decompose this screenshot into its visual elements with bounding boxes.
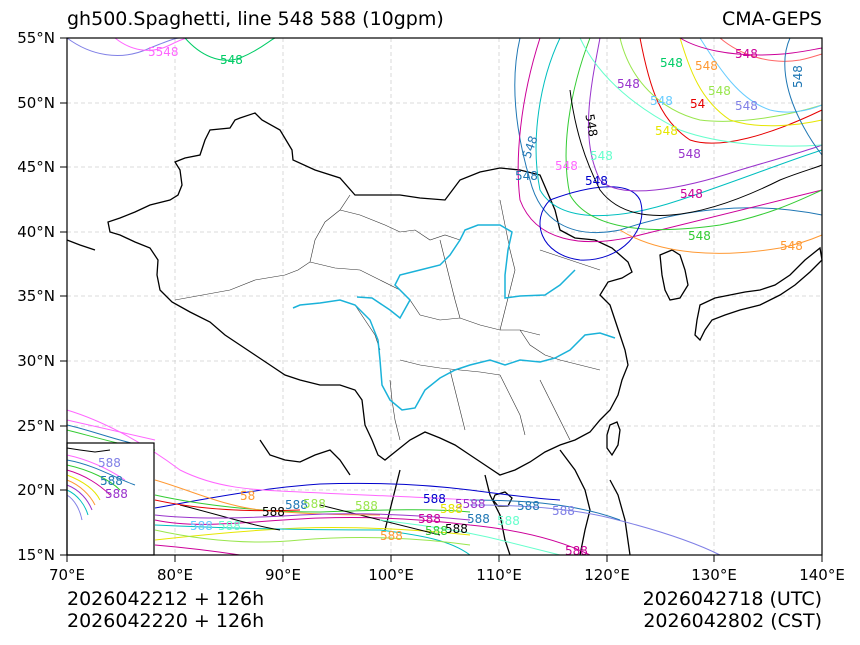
svg-text:5588: 5588	[455, 497, 486, 511]
svg-text:54: 54	[690, 97, 705, 111]
svg-text:588: 588	[497, 514, 520, 528]
svg-text:548: 548	[650, 94, 673, 108]
svg-text:548: 548	[791, 65, 805, 88]
svg-text:548: 548	[590, 149, 613, 163]
svg-text:548: 548	[520, 134, 541, 160]
rivers	[292, 224, 616, 411]
svg-text:588: 588	[355, 499, 378, 513]
svg-text:548: 548	[582, 113, 600, 138]
svg-text:588: 588	[552, 504, 575, 518]
y-tick-55n: 55°N	[17, 29, 55, 47]
x-tick-90e: 90°E	[264, 566, 302, 584]
svg-text:588: 588	[380, 529, 403, 543]
init-time-2: 2026042220 + 126h	[67, 610, 265, 632]
contour-labels-548: 5548 548 548 548 548 548 548 54 548 548 …	[148, 45, 805, 253]
svg-text:588: 588	[105, 487, 128, 501]
init-times: 2026042212 + 126h 2026042220 + 126h	[67, 588, 264, 632]
y-tick-15n: 15°N	[17, 546, 55, 564]
province-boundaries	[174, 194, 601, 441]
x-tick-120e: 120°E	[584, 566, 630, 584]
y-tick-30n: 30°N	[17, 352, 55, 370]
contours-548	[66, 37, 823, 261]
svg-text:548: 548	[680, 187, 703, 201]
plot-frame	[66, 37, 823, 556]
svg-text:588: 588	[517, 499, 540, 513]
china-outline	[66, 112, 823, 556]
svg-text:588: 588	[285, 498, 308, 512]
x-tick-80e: 80°E	[156, 566, 194, 584]
y-tick-45n: 45°N	[17, 158, 55, 176]
gridlines	[67, 38, 822, 555]
svg-text:548: 548	[655, 124, 678, 138]
svg-text:5548: 5548	[148, 45, 179, 59]
svg-text:548: 548	[678, 147, 701, 161]
svg-text:588: 588	[218, 519, 241, 533]
model-name: CMA-GEPS	[721, 8, 822, 30]
valid-time-utc: 2026042718 (UTC)	[642, 588, 822, 610]
svg-text:58: 58	[240, 489, 255, 503]
svg-text:588: 588	[425, 524, 448, 538]
svg-text:588: 588	[467, 512, 490, 526]
svg-text:548: 548	[735, 47, 758, 61]
x-tick-110e: 110°E	[476, 566, 522, 584]
x-tick-130e: 130°E	[691, 566, 737, 584]
svg-text:548: 548	[585, 174, 608, 188]
svg-text:548: 548	[695, 59, 718, 73]
svg-text:548: 548	[515, 169, 538, 183]
y-tick-50n: 50°N	[17, 94, 55, 112]
valid-times: 2026042718 (UTC) 2026042802 (CST)	[643, 588, 822, 632]
svg-text:548: 548	[708, 84, 731, 98]
init-time-1: 2026042212 + 126h	[67, 588, 265, 610]
svg-text:588: 588	[303, 497, 326, 511]
svg-text:588: 588	[440, 502, 463, 516]
y-tick-25n: 25°N	[17, 417, 55, 435]
svg-text:548: 548	[220, 53, 243, 67]
svg-text:548: 548	[617, 77, 640, 91]
y-tick-35n: 35°N	[17, 287, 55, 305]
svg-text:588: 588	[190, 519, 213, 533]
y-tick-40n: 40°N	[17, 223, 55, 241]
valid-time-cst: 2026042802 (CST)	[643, 610, 822, 632]
x-tick-140e: 140°E	[799, 566, 845, 584]
svg-text:548: 548	[555, 159, 578, 173]
svg-text:548: 548	[780, 239, 803, 253]
svg-text:548: 548	[735, 99, 758, 113]
contour-labels-588: 588 588 588 588 588 588 58 588 588 588 5…	[98, 456, 588, 558]
svg-text:588: 588	[262, 505, 285, 519]
svg-text:588: 588	[98, 456, 121, 470]
svg-text:588: 588	[100, 474, 123, 488]
svg-text:588: 588	[423, 492, 446, 506]
svg-text:548: 548	[688, 229, 711, 243]
chart-title: gh500.Spaghetti, line 548 588 (10gpm)	[67, 8, 444, 30]
svg-text:588: 588	[445, 522, 468, 536]
svg-text:548: 548	[660, 56, 683, 70]
x-tick-100e: 100°E	[368, 566, 414, 584]
tick-marks	[60, 37, 823, 562]
y-tick-20n: 20°N	[17, 481, 55, 499]
x-tick-70e: 70°E	[48, 566, 86, 584]
svg-text:588: 588	[565, 544, 588, 558]
svg-text:588: 588	[418, 512, 441, 526]
